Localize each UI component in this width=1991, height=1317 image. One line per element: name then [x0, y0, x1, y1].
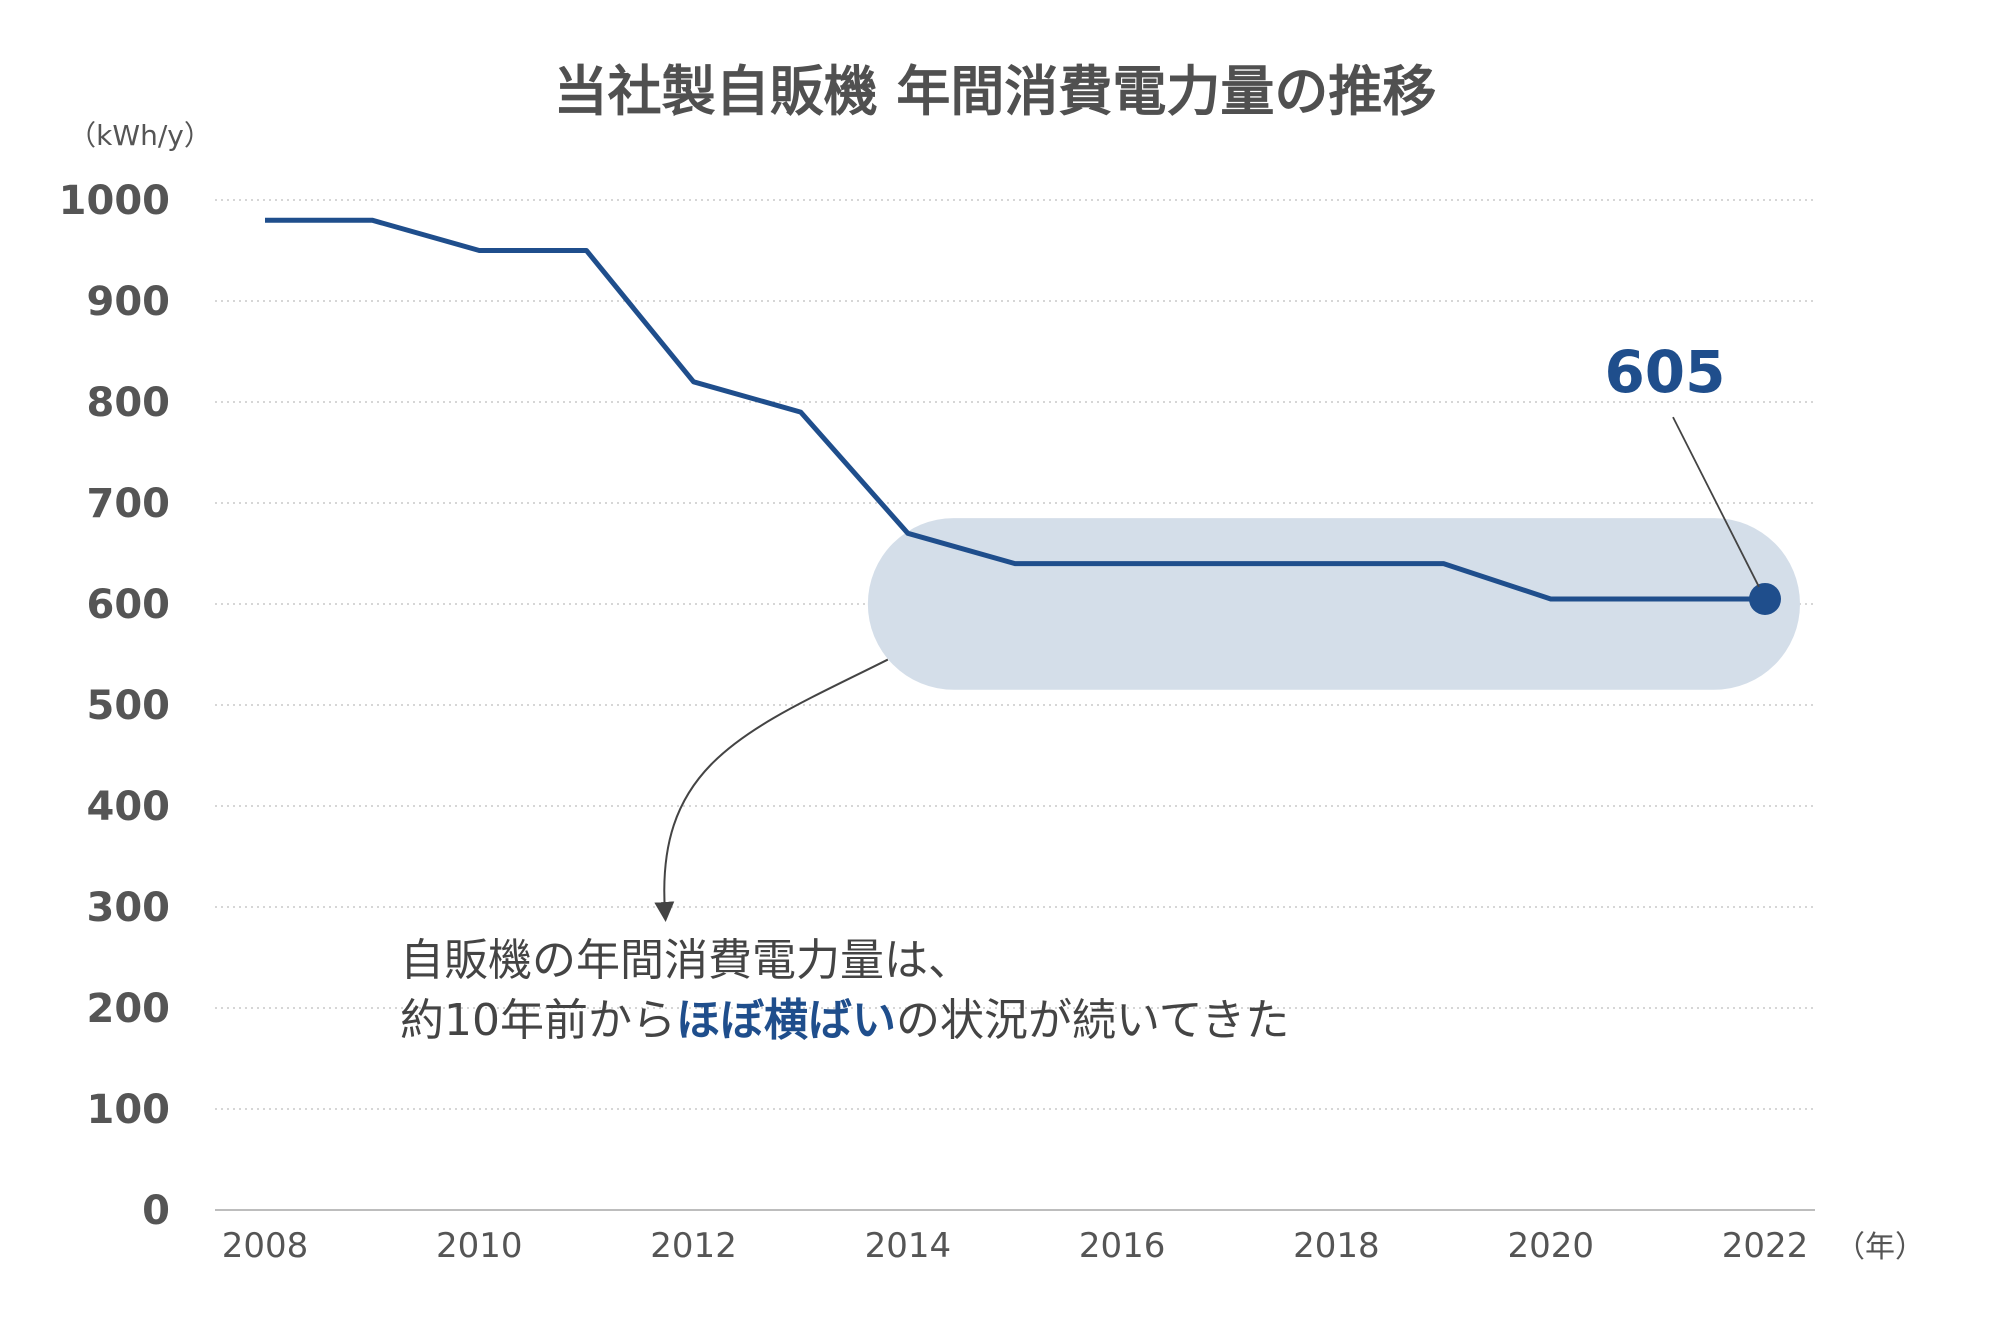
x-tick-label: 2018 — [1293, 1226, 1380, 1266]
x-tick-label: 2016 — [1079, 1226, 1166, 1266]
annotation-line2-suffix: の状況が続いてきた — [896, 995, 1289, 1046]
y-axis-unit-label: （kWh/y） — [68, 119, 212, 152]
y-tick-label: 0 — [142, 1188, 170, 1234]
y-tick-label: 300 — [87, 885, 171, 931]
y-tick-label: 800 — [87, 380, 171, 426]
chart-title: 当社製自販機 年間消費電力量の推移 — [554, 60, 1437, 123]
series-line — [265, 217, 1765, 602]
y-tick-label: 100 — [87, 1087, 171, 1133]
x-tick-label: 2012 — [650, 1226, 737, 1266]
end-value-label: 605 — [1604, 338, 1725, 406]
x-tick-label: 2008 — [222, 1226, 309, 1266]
annotation-arrow — [654, 658, 889, 922]
x-tick-label: 2014 — [865, 1226, 952, 1266]
annotation-text-line1: 自販機の年間消費電力量は、 — [400, 935, 972, 986]
y-tick-label: 900 — [87, 279, 171, 325]
annotation-line2-prefix: 約10年前から — [400, 995, 676, 1046]
y-tick-label: 200 — [87, 986, 171, 1032]
y-tick-label: 400 — [87, 784, 171, 830]
y-tick-label: 600 — [87, 582, 171, 628]
end-point-marker — [1749, 582, 1781, 615]
y-tick-label: 500 — [87, 683, 171, 729]
x-axis-ticks: 2008 2010 2012 2014 2016 2018 2020 2022 — [222, 1226, 1809, 1266]
y-tick-label: 1000 — [59, 178, 170, 224]
x-tick-label: 2010 — [436, 1226, 523, 1266]
annotation-text-line2: 約10年前からほぼ横ばいの状況が続いてきた — [400, 995, 1289, 1046]
highlight-band — [867, 518, 1800, 690]
y-tick-label: 700 — [87, 481, 171, 527]
x-tick-label: 2020 — [1507, 1226, 1594, 1266]
grid-lines — [215, 199, 1815, 1211]
annotation-line2-highlight: ほぼ横ばい — [676, 995, 896, 1046]
x-tick-label: 2022 — [1722, 1226, 1809, 1266]
x-axis-unit-label: （年） — [1835, 1230, 1925, 1265]
highlight-band-group — [867, 518, 1800, 690]
y-axis-ticks: 0 100 200 300 400 500 600 700 800 900 1000 — [59, 178, 170, 1234]
end-value-leader-line — [1672, 416, 1760, 588]
series-group — [265, 217, 1781, 615]
